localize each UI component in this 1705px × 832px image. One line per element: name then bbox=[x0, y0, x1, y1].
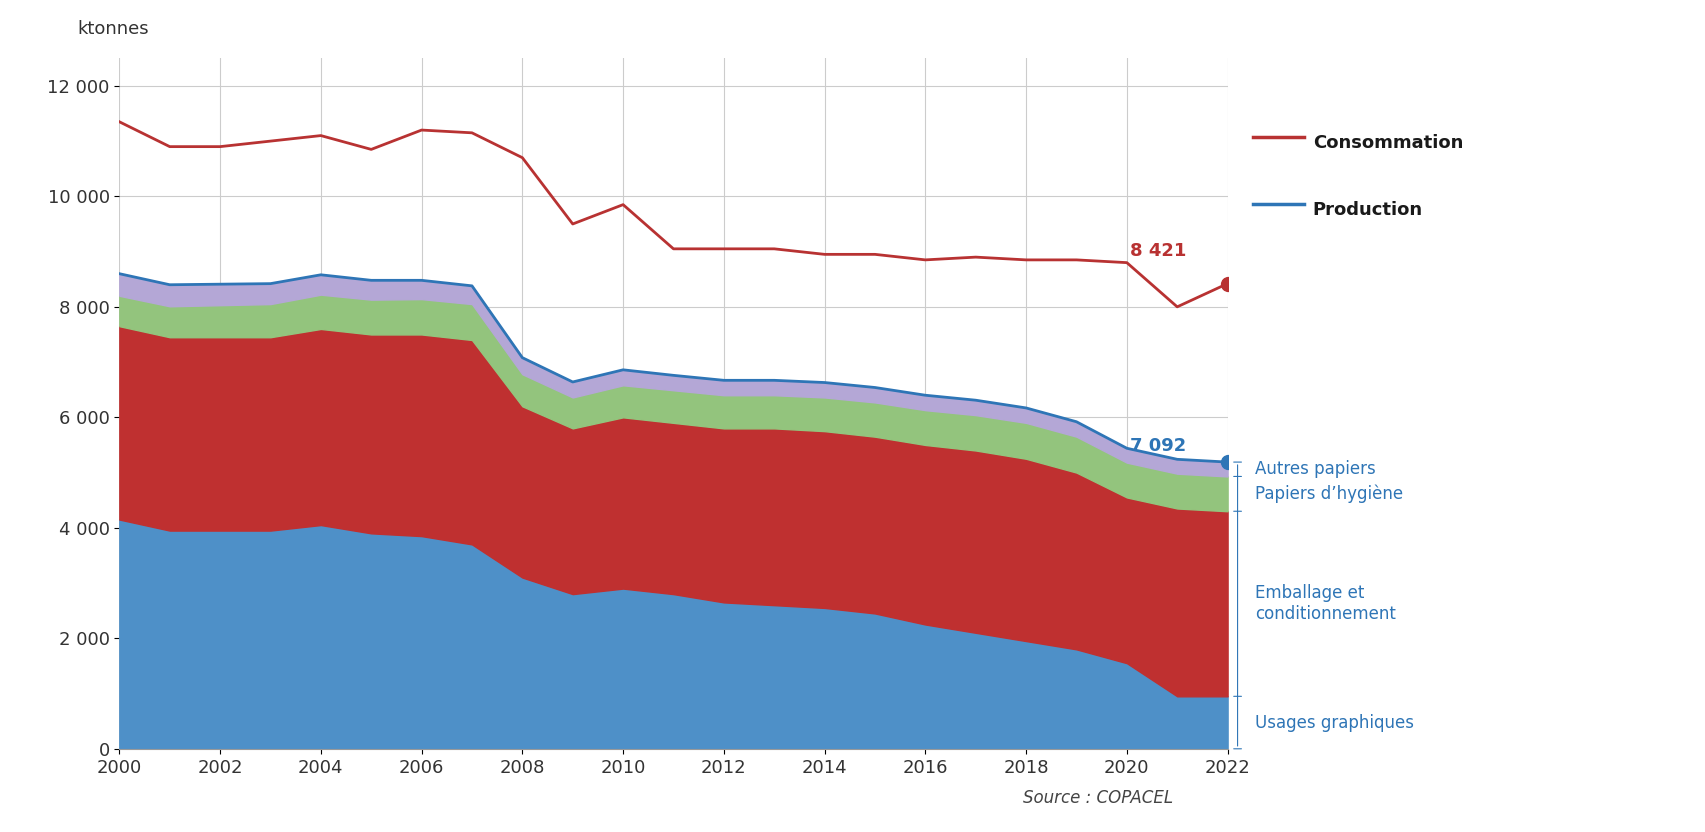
Text: Production: Production bbox=[1313, 201, 1424, 219]
Text: 8 421: 8 421 bbox=[1130, 242, 1187, 260]
Text: Usages graphiques: Usages graphiques bbox=[1255, 714, 1415, 731]
Point bbox=[1214, 277, 1241, 290]
Text: 7 092: 7 092 bbox=[1130, 437, 1187, 455]
Text: Consommation: Consommation bbox=[1313, 134, 1463, 152]
Text: Papiers d’hygiène: Papiers d’hygiène bbox=[1255, 484, 1403, 503]
Text: Emballage et
conditionnement: Emballage et conditionnement bbox=[1255, 584, 1396, 623]
Text: ktonnes: ktonnes bbox=[77, 19, 148, 37]
Text: Source : COPACEL: Source : COPACEL bbox=[1023, 789, 1173, 807]
Point bbox=[1214, 455, 1241, 468]
Text: Autres papiers: Autres papiers bbox=[1255, 460, 1376, 478]
